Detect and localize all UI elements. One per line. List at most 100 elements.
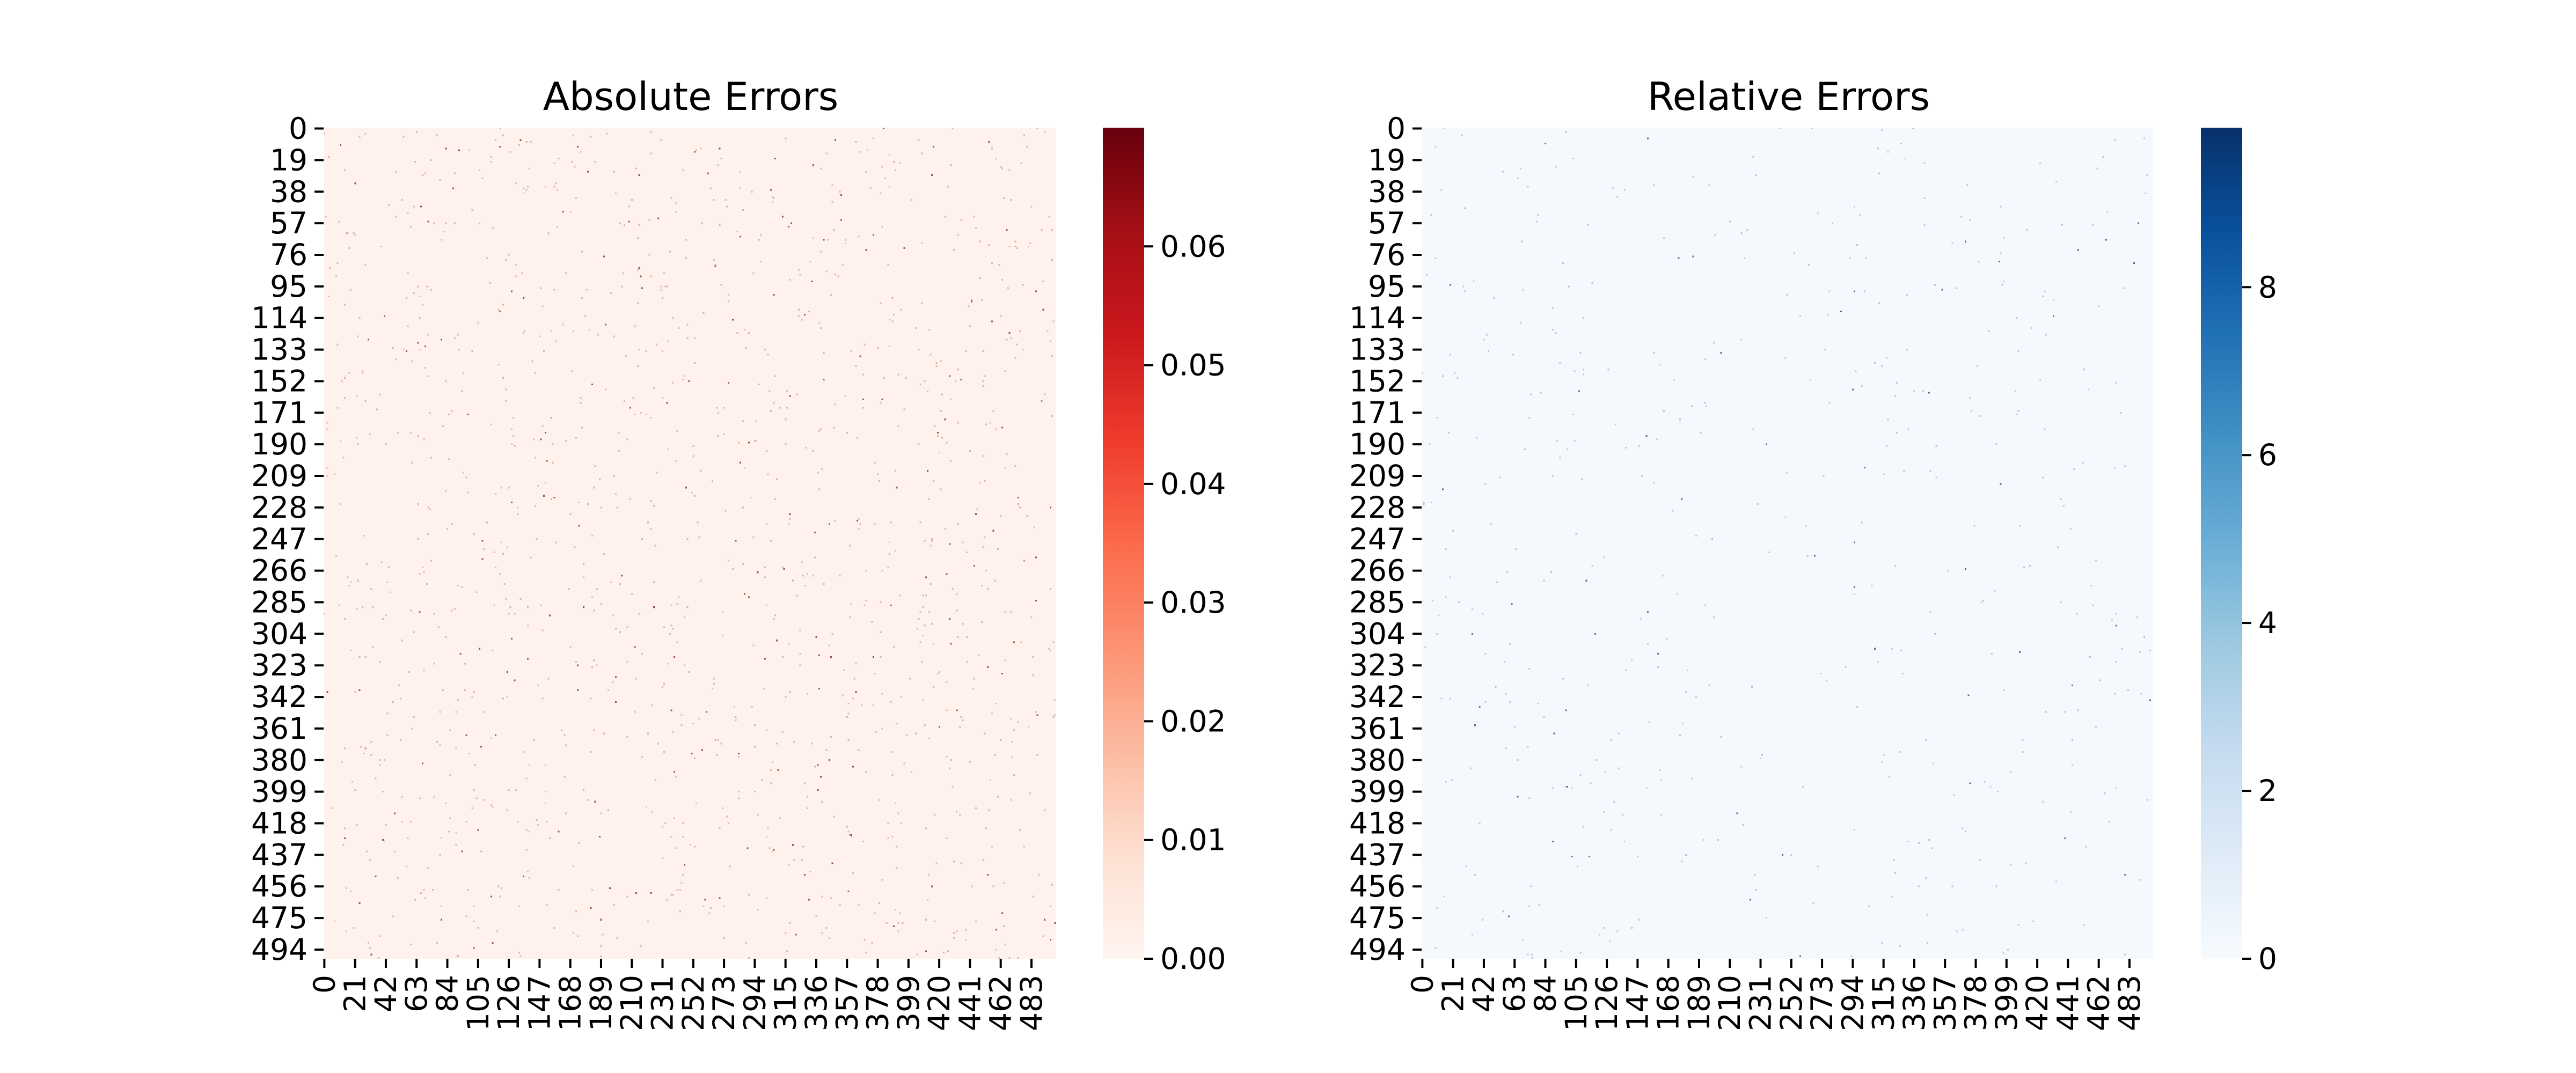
heatmap-cell	[839, 575, 841, 577]
heatmap-cell	[1692, 255, 1694, 258]
heatmap-cell	[1552, 787, 1554, 790]
heatmap-cell	[1657, 666, 1659, 668]
heatmap-cell	[982, 380, 984, 382]
heatmap-cell	[1708, 184, 1710, 186]
heatmap-cell	[528, 831, 530, 833]
heatmap-cell	[903, 247, 905, 249]
heatmap-cell	[556, 225, 558, 227]
heatmap-cell	[1891, 895, 1893, 898]
heatmap-cell	[835, 274, 837, 276]
heatmap-cell	[2030, 327, 2032, 329]
heatmap-cell	[878, 799, 880, 801]
heatmap-cell	[389, 591, 391, 593]
heatmap-cell	[821, 800, 823, 803]
heatmap-cell	[1561, 950, 1563, 952]
relative-errors-colorbar	[2201, 128, 2242, 959]
heatmap-cell	[833, 815, 835, 818]
heatmap-cell	[439, 711, 441, 713]
heatmap-cell	[1704, 402, 1706, 404]
heatmap-cell	[328, 156, 330, 158]
heatmap-cell	[395, 171, 397, 173]
heatmap-cell	[890, 701, 892, 703]
heatmap-cell	[413, 205, 415, 208]
heatmap-cell	[569, 210, 572, 212]
heatmap-cell	[338, 221, 340, 223]
heatmap-cell	[934, 920, 936, 922]
colorbar-tick-label: 0.03	[1160, 585, 1226, 620]
x-tick-label: 0	[307, 975, 341, 994]
heatmap-cell	[1023, 560, 1025, 562]
heatmap-cell	[948, 767, 950, 769]
heatmap-cell	[1991, 652, 1993, 655]
heatmap-cell	[1445, 548, 1447, 550]
heatmap-cell	[555, 182, 557, 185]
heatmap-cell	[1610, 829, 1612, 831]
heatmap-cell	[998, 957, 1000, 959]
heatmap-cell	[808, 310, 810, 312]
heatmap-cell	[1016, 247, 1018, 249]
heatmap-cell	[515, 264, 517, 266]
heatmap-cell	[600, 955, 602, 957]
heatmap-cell	[604, 388, 606, 391]
heatmap-cell	[676, 641, 678, 643]
colorbar-tick-label: 0.00	[1160, 942, 1226, 976]
heatmap-cell	[889, 154, 891, 156]
y-tick-label: 209	[1349, 459, 1406, 493]
heatmap-cell	[1018, 721, 1020, 723]
heatmap-cell	[1853, 290, 1855, 292]
heatmap-cell	[1766, 917, 1768, 919]
heatmap-cell	[1008, 245, 1011, 248]
heatmap-cell	[1034, 526, 1036, 528]
heatmap-cell	[1590, 782, 1592, 784]
heatmap-cell	[738, 797, 740, 799]
heatmap-cell	[499, 573, 501, 575]
heatmap-cell	[1618, 767, 1620, 769]
y-tick-label: 361	[251, 711, 308, 746]
heatmap-cell	[1018, 503, 1020, 505]
heatmap-cell	[1044, 809, 1046, 811]
heatmap-cell	[636, 302, 639, 304]
heatmap-cell	[540, 438, 542, 440]
y-tick-label: 399	[251, 775, 308, 809]
heatmap-cell	[613, 903, 616, 906]
heatmap-cell	[1521, 240, 1523, 242]
heatmap-cell	[558, 888, 560, 891]
heatmap-cell	[490, 160, 492, 163]
heatmap-cell	[356, 824, 358, 826]
heatmap-cell	[380, 245, 383, 248]
heatmap-cell	[1610, 739, 1612, 741]
y-tick-label: 209	[251, 459, 308, 493]
heatmap-cell	[982, 385, 984, 387]
heatmap-cell	[1927, 914, 1929, 916]
heatmap-cell	[447, 528, 449, 530]
heatmap-cell	[455, 711, 457, 713]
heatmap-cell	[2072, 684, 2074, 686]
heatmap-cell	[2098, 305, 2100, 307]
heatmap-cell	[2045, 334, 2047, 336]
heatmap-cell	[1878, 302, 1880, 304]
heatmap-cell	[594, 465, 596, 467]
heatmap-cell	[1454, 372, 1456, 374]
heatmap-cell	[2064, 837, 2066, 839]
heatmap-cell	[792, 844, 794, 846]
heatmap-cell	[1631, 659, 1633, 662]
heatmap-cell	[803, 782, 806, 784]
heatmap-cell	[698, 717, 700, 719]
heatmap-cell	[519, 598, 522, 600]
heatmap-cell	[2084, 846, 2087, 848]
heatmap-cell	[926, 390, 928, 392]
heatmap-cell	[423, 571, 425, 574]
heatmap-cell	[805, 446, 807, 449]
heatmap-cell	[714, 264, 716, 266]
heatmap-cell	[1637, 855, 1639, 858]
heatmap-cell	[614, 628, 617, 630]
heatmap-cell	[673, 656, 675, 658]
heatmap-cell	[530, 141, 532, 143]
heatmap-cell	[960, 716, 962, 718]
heatmap-cell	[626, 626, 628, 628]
heatmap-cell	[682, 378, 684, 380]
heatmap-cell	[928, 498, 930, 500]
heatmap-cell	[1013, 774, 1015, 776]
heatmap-cell	[650, 892, 652, 894]
heatmap-cell	[1050, 649, 1052, 651]
